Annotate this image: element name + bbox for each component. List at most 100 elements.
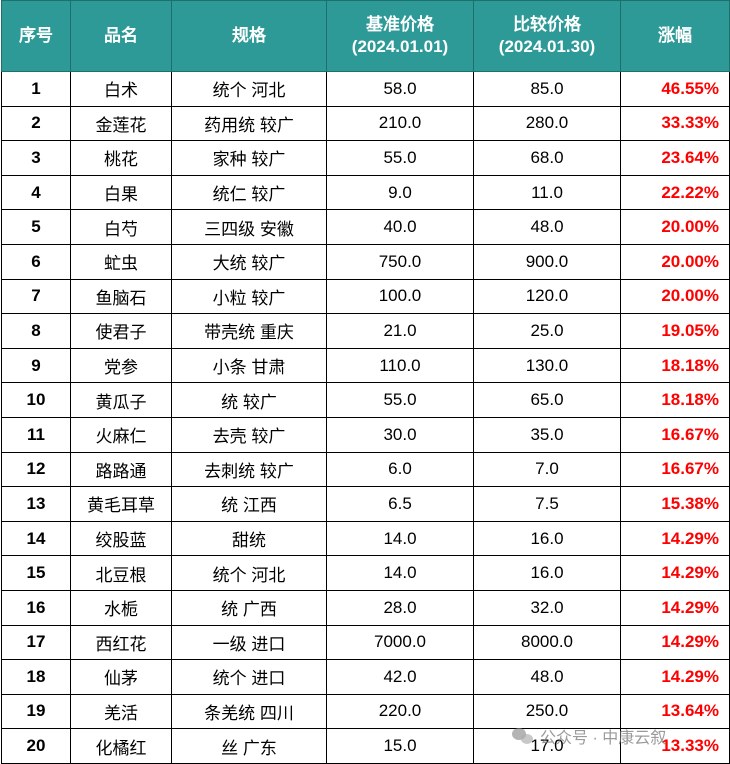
- cell-change: 14.29%: [620, 520, 730, 557]
- header-index: 序号: [1, 0, 71, 72]
- cell-index: 13: [1, 486, 71, 522]
- table-row: 15 北豆根 统个 河北 14.0 16.0 14.29%: [1, 555, 730, 591]
- cell-change: 23.64%: [620, 140, 730, 176]
- table-row: 4 白果 统仁 较广 9.0 11.0 22.22%: [1, 174, 730, 211]
- cell-change: 18.18%: [620, 382, 730, 418]
- cell-change: 16.67%: [620, 451, 730, 488]
- cell-compare-price: 250.0: [473, 693, 621, 730]
- cell-compare-price: 900.0: [473, 243, 621, 280]
- cell-compare-price: 35.0: [473, 416, 621, 453]
- cell-name: 火麻仁: [70, 416, 172, 453]
- cell-name: 北豆根: [70, 555, 172, 591]
- cell-base-price: 40.0: [326, 209, 474, 245]
- cell-base-price: 15.0: [326, 728, 474, 764]
- cell-base-price: 210.0: [326, 105, 474, 142]
- cell-base-price: 9.0: [326, 174, 474, 211]
- cell-name: 水栀: [70, 589, 172, 626]
- header-compare-price-date: (2024.01.30): [498, 37, 596, 56]
- cell-base-price: 6.0: [326, 451, 474, 488]
- cell-spec: 一级 进口: [171, 624, 327, 661]
- table-row: 7 鱼脑石 小粒 较广 100.0 120.0 20.00%: [1, 278, 730, 315]
- cell-index: 20: [1, 728, 71, 764]
- cell-spec: 统 较广: [171, 382, 327, 418]
- table-row: 10 黄瓜子统 较广 55.0 65.0 18.18%: [1, 382, 730, 418]
- cell-base-price: 42.0: [326, 659, 474, 695]
- cell-compare-price: 16.0: [473, 555, 621, 591]
- cell-change: 20.00%: [620, 278, 730, 315]
- header-row: 序号 品名 规格 基准价格 (2024.01.01) 比较价格 (2024.01…: [1, 0, 730, 72]
- cell-index: 15: [1, 555, 71, 591]
- cell-name: 羌活: [70, 693, 172, 730]
- cell-change: 20.00%: [620, 209, 730, 245]
- cell-name: 化橘红: [70, 728, 172, 764]
- table-row: 16 水栀统 广西 28.0 32.0 14.29%: [1, 589, 730, 626]
- cell-name: 白果: [70, 174, 172, 211]
- cell-index: 16: [1, 589, 71, 626]
- cell-spec: 带壳统 重庆: [171, 313, 327, 349]
- cell-spec: 小条 甘肃: [171, 347, 327, 384]
- cell-change: 19.05%: [620, 313, 730, 349]
- cell-compare-price: 11.0: [473, 174, 621, 211]
- cell-spec: 统个 河北: [171, 555, 327, 591]
- cell-spec: 小粒 较广: [171, 278, 327, 315]
- table-row: 14 绞股蓝 甜统 14.0 16.0 14.29%: [1, 520, 730, 557]
- header-base-price-label: 基准价格: [366, 15, 434, 34]
- cell-base-price: 58.0: [326, 71, 474, 107]
- cell-name: 金莲花: [70, 105, 172, 142]
- table-row: 13 黄毛耳草统 江西 6.5 7.5 15.38%: [1, 486, 730, 522]
- cell-compare-price: 16.0: [473, 520, 621, 557]
- cell-change: 14.29%: [620, 624, 730, 661]
- cell-change: 15.38%: [620, 486, 730, 522]
- cell-compare-price: 120.0: [473, 278, 621, 315]
- cell-base-price: 30.0: [326, 416, 474, 453]
- header-base-price: 基准价格 (2024.01.01): [326, 0, 474, 72]
- cell-spec: 统 江西: [171, 486, 327, 522]
- cell-index: 2: [1, 105, 71, 142]
- cell-compare-price: 8000.0: [473, 624, 621, 661]
- cell-name: 白术: [70, 71, 172, 107]
- cell-name: 虻虫: [70, 243, 172, 280]
- cell-change: 22.22%: [620, 174, 730, 211]
- cell-spec: 统个 河北: [171, 71, 327, 107]
- cell-index: 3: [1, 140, 71, 176]
- cell-base-price: 55.0: [326, 140, 474, 176]
- table-row: 20 化橘红丝 广东 15.0 17.0 13.33%: [1, 728, 730, 764]
- cell-spec: 丝 广东: [171, 728, 327, 764]
- cell-spec: 条羌统 四川: [171, 693, 327, 730]
- cell-spec: 去刺统 较广: [171, 451, 327, 488]
- cell-base-price: 6.5: [326, 486, 474, 522]
- cell-name: 黄毛耳草: [70, 486, 172, 522]
- cell-name: 仙茅: [70, 659, 172, 695]
- header-compare-price-label: 比较价格: [513, 15, 581, 34]
- cell-change: 20.00%: [620, 243, 730, 280]
- cell-change: 46.55%: [620, 71, 730, 107]
- header-change: 涨幅: [620, 0, 730, 72]
- cell-index: 18: [1, 659, 71, 695]
- cell-change: 18.18%: [620, 347, 730, 384]
- cell-change: 13.64%: [620, 693, 730, 730]
- cell-change: 13.33%: [620, 728, 730, 764]
- header-name: 品名: [70, 0, 172, 72]
- cell-name: 西红花: [70, 624, 172, 661]
- cell-base-price: 14.0: [326, 555, 474, 591]
- cell-name: 黄瓜子: [70, 382, 172, 418]
- header-compare-price: 比较价格 (2024.01.30): [473, 0, 621, 72]
- table-row: 6 虻虫 大统 较广 750.0 900.0 20.00%: [1, 243, 730, 280]
- cell-index: 12: [1, 451, 71, 488]
- cell-index: 7: [1, 278, 71, 315]
- cell-index: 4: [1, 174, 71, 211]
- cell-spec: 统个 进口: [171, 659, 327, 695]
- table-row: 8 使君子 带壳统 重庆 21.0 25.0 19.05%: [1, 313, 730, 349]
- cell-spec: 去壳 较广: [171, 416, 327, 453]
- table-row: 9 党参 小条 甘肃 110.0 130.0 18.18%: [1, 347, 730, 384]
- cell-spec: 三四级 安徽: [171, 209, 327, 245]
- cell-name: 鱼脑石: [70, 278, 172, 315]
- cell-name: 白芍: [70, 209, 172, 245]
- cell-base-price: 7000.0: [326, 624, 474, 661]
- cell-index: 5: [1, 209, 71, 245]
- cell-compare-price: 17.0: [473, 728, 621, 764]
- table-body: 1 白术 统个 河北 58.0 85.0 46.55% 2 金莲花 药用统 较广 210.0 280…: [1, 71, 730, 764]
- cell-change: 14.29%: [620, 659, 730, 695]
- cell-spec: 统仁 较广: [171, 174, 327, 211]
- header-spec: 规格: [171, 0, 327, 72]
